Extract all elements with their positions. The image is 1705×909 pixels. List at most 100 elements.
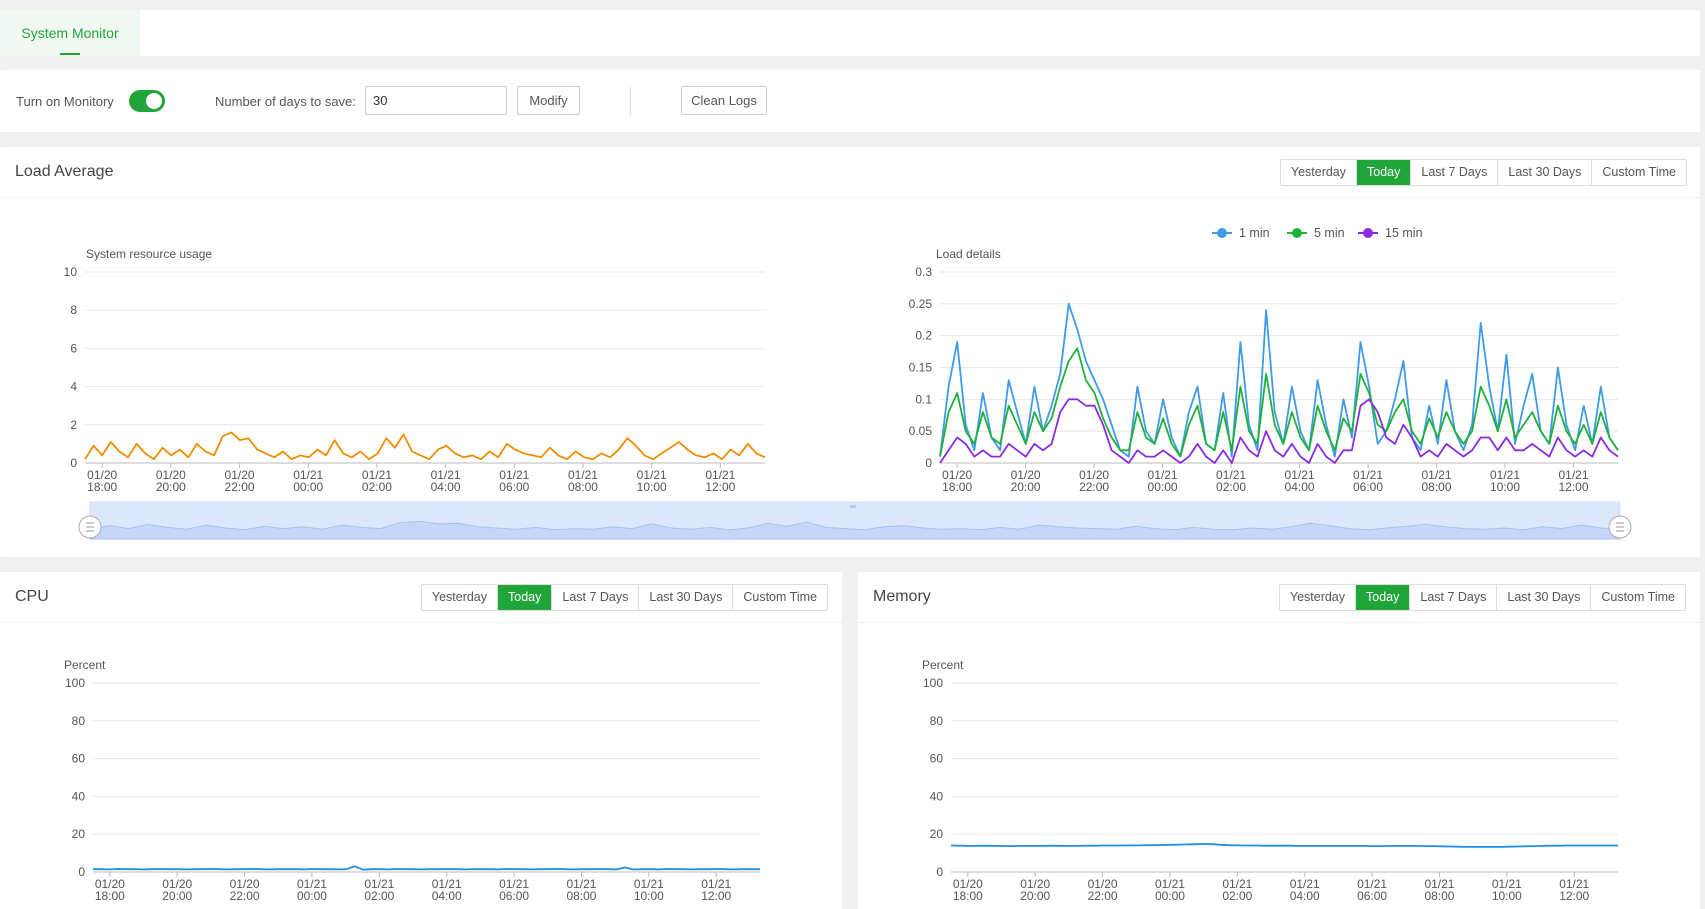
x-tick-label: 01/21 04:00 — [1290, 877, 1320, 903]
x-tick-label: 01/21 12:00 — [1558, 468, 1588, 494]
range-option-custom-time[interactable]: Custom Time — [1591, 160, 1686, 185]
x-tick-label: 01/21 04:00 — [432, 877, 462, 903]
range-option-last-7-days[interactable]: Last 7 Days — [1409, 585, 1496, 610]
chart-title: Percent — [922, 658, 964, 672]
y-tick-label: 100 — [65, 676, 85, 690]
time-range-selector: Yesterday Today Last 7 Days Last 30 Days Cus… — [1278, 584, 1686, 611]
legend-label: 1 min — [1239, 226, 1270, 240]
x-tick-label: 01/21 06:00 — [1357, 877, 1387, 903]
x-tick-label: 01/21 02:00 — [362, 468, 392, 494]
panel-title: Load Average — [15, 163, 114, 180]
y-tick-label: 20 — [930, 827, 944, 841]
x-tick-label: 01/21 08:00 — [1421, 468, 1451, 494]
legend-label: 15 min — [1385, 226, 1423, 240]
days-input[interactable] — [365, 86, 507, 115]
range-option-today[interactable]: Today — [1355, 585, 1410, 610]
y-tick-label: 0.3 — [915, 265, 932, 279]
x-tick-label: 01/21 00:00 — [293, 468, 323, 494]
y-tick-label: 80 — [72, 714, 86, 728]
tab-active-indicator — [60, 53, 80, 55]
divider — [630, 87, 631, 116]
x-tick-label: 01/21 12:00 — [705, 468, 735, 494]
series-line-5-min — [939, 347, 1619, 458]
days-label: Number of days to save: — [215, 94, 356, 109]
range-option-yesterday[interactable]: Yesterday — [1290, 165, 1347, 179]
memory-panel: Memory Yesterday Today Last 7 Days Last 30 … — [858, 572, 1700, 909]
zoom-drag-bar[interactable] — [850, 505, 856, 508]
legend-marker — [1292, 228, 1302, 238]
zoom-preview-area — [89, 520, 1621, 540]
divider — [858, 622, 1700, 623]
range-option-last-30-days[interactable]: Last 30 Days — [638, 585, 732, 610]
y-tick-label: 8 — [70, 303, 77, 317]
y-tick-label: 0.25 — [909, 297, 933, 311]
y-tick-label: 60 — [72, 752, 86, 766]
y-tick-label: 0 — [78, 865, 85, 879]
legend-marker — [1363, 228, 1373, 238]
divider — [0, 197, 1700, 198]
y-tick-label: 20 — [72, 827, 86, 841]
y-tick-label: 40 — [72, 789, 86, 803]
clean-logs-button[interactable]: Clean Logs — [681, 86, 767, 115]
cpu-chart: Percent 0 20 40 60 80 100 01/20 18:00 01/20 20:00 0… — [64, 658, 760, 903]
y-tick-label: 0.1 — [915, 392, 932, 406]
y-tick-label: 0 — [70, 456, 77, 470]
x-tick-label: 01/21 02:00 — [364, 877, 394, 903]
cpu-panel: CPU Yesterday Today Last 7 Days Last 30 Day… — [0, 572, 842, 909]
series-line-15-min — [939, 398, 1619, 464]
range-option-yesterday[interactable]: Yesterday — [1289, 590, 1346, 604]
x-tick-label: 01/21 12:00 — [701, 877, 731, 903]
zoom-handle-right[interactable] — [1608, 515, 1632, 539]
series-line-1-min — [939, 302, 1619, 458]
y-tick-label: 40 — [930, 789, 944, 803]
chart-title: System resource usage — [86, 247, 212, 261]
x-tick-label: 01/21 02:00 — [1216, 468, 1246, 494]
x-tick-label: 01/20 18:00 — [87, 468, 117, 494]
tab-label: System Monitor — [21, 25, 119, 41]
range-option-today[interactable]: Today — [497, 585, 552, 610]
x-tick-label: 01/20 18:00 — [953, 877, 983, 903]
x-tick-label: 01/20 22:00 — [1079, 468, 1109, 494]
range-option-today[interactable]: Today — [1356, 160, 1411, 185]
chart-title: Load details — [936, 247, 1001, 261]
legend-marker — [1217, 228, 1227, 238]
monitor-controls: Turn on Monitory Number of days to save:… — [0, 70, 1700, 132]
range-option-last-30-days[interactable]: Last 30 Days — [1497, 160, 1591, 185]
x-tick-label: 01/20 22:00 — [230, 877, 260, 903]
x-tick-label: 01/21 06:00 — [499, 877, 529, 903]
x-tick-label: 01/21 00:00 — [1155, 877, 1185, 903]
range-option-last-7-days[interactable]: Last 7 Days — [1410, 160, 1497, 185]
x-tick-label: 01/21 10:00 — [1492, 877, 1522, 903]
x-tick-label: 01/21 10:00 — [637, 468, 667, 494]
series-line-0 — [84, 431, 766, 461]
y-tick-label: 0.15 — [909, 361, 933, 375]
range-option-last-30-days[interactable]: Last 30 Days — [1496, 585, 1590, 610]
x-tick-label: 01/21 06:00 — [499, 468, 529, 494]
range-option-yesterday[interactable]: Yesterday — [431, 590, 488, 604]
range-option-custom-time[interactable]: Custom Time — [732, 585, 827, 610]
time-range-selector: Yesterday Today Last 7 Days Last 30 Days Cus… — [1279, 159, 1687, 186]
x-tick-label: 01/21 04:00 — [1285, 468, 1315, 494]
chart-title: Percent — [64, 658, 106, 672]
tab-system-monitor[interactable]: System Monitor — [0, 10, 140, 56]
range-option-custom-time[interactable]: Custom Time — [1590, 585, 1685, 610]
load-average-panel: Load Average Yesterday Today Last 7 Days La… — [0, 147, 1700, 557]
x-tick-label: 01/21 00:00 — [297, 877, 327, 903]
range-option-last-7-days[interactable]: Last 7 Days — [551, 585, 638, 610]
x-tick-label: 01/20 18:00 — [942, 468, 972, 494]
y-tick-label: 60 — [930, 752, 944, 766]
x-tick-label: 01/21 08:00 — [568, 468, 598, 494]
modify-button[interactable]: Modify — [517, 86, 580, 115]
y-tick-label: 0 — [936, 865, 943, 879]
y-tick-label: 10 — [64, 265, 78, 279]
x-tick-label: 01/21 00:00 — [1148, 468, 1178, 494]
zoom-handle-left[interactable] — [78, 515, 102, 539]
y-tick-label: 0.2 — [915, 329, 932, 343]
x-tick-label: 01/21 08:00 — [566, 877, 596, 903]
x-tick-label: 01/21 08:00 — [1424, 877, 1454, 903]
tab-bar: System Monitor — [0, 10, 1700, 56]
x-tick-label: 01/20 22:00 — [225, 468, 255, 494]
monitor-toggle[interactable] — [129, 90, 165, 112]
monitor-toggle-label: Turn on Monitory — [16, 94, 114, 109]
